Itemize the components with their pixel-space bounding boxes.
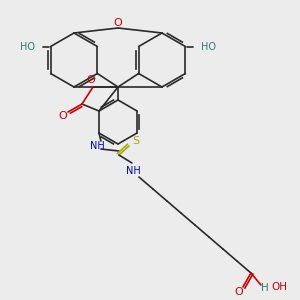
Text: O: O — [87, 75, 95, 85]
Text: NH: NH — [126, 166, 140, 176]
Text: O: O — [58, 111, 68, 121]
Text: OH: OH — [271, 282, 287, 292]
Text: O: O — [114, 18, 122, 28]
Text: NH: NH — [90, 141, 104, 151]
Text: H: H — [261, 283, 269, 293]
Text: S: S — [132, 136, 140, 146]
Text: HO: HO — [20, 41, 34, 52]
Text: O: O — [235, 287, 243, 297]
Text: HO: HO — [201, 41, 216, 52]
